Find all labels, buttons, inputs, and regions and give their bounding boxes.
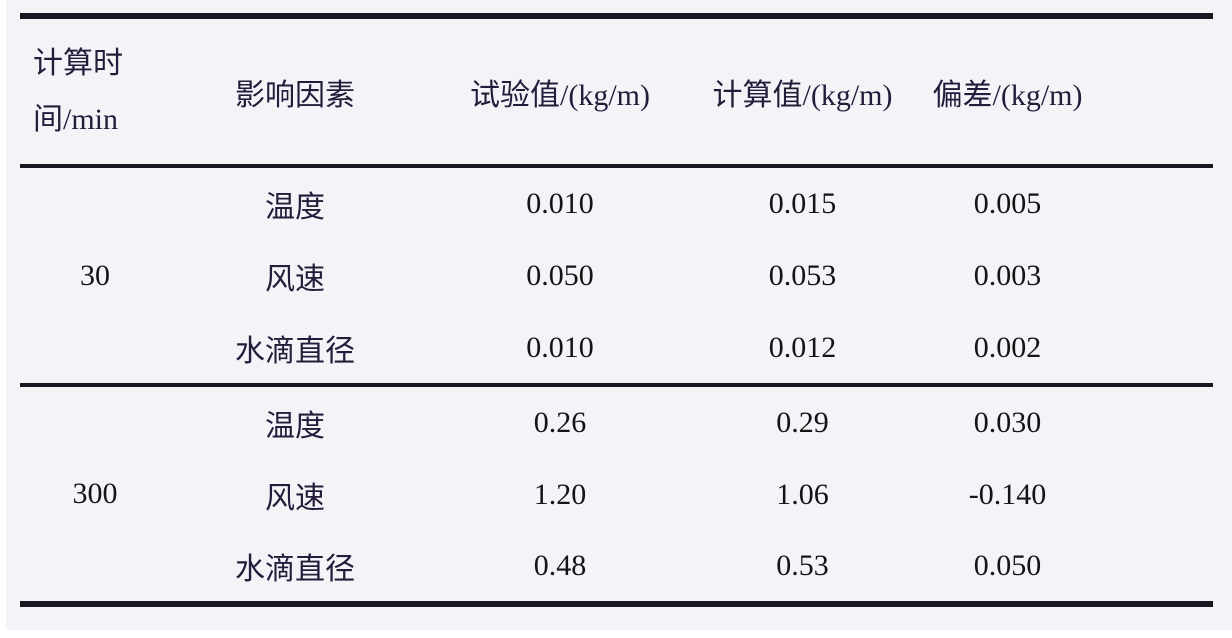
spacer-cell [1110, 458, 1213, 531]
test-value-cell: 0.48 [420, 531, 700, 607]
spacer-cell [1110, 531, 1213, 607]
spacer-cell [1110, 385, 1213, 458]
time-cell-30: 30 [20, 166, 170, 387]
test-value-cell: 0.010 [526, 186, 594, 220]
header-calculated-value: 计算值/(kg/m) [700, 16, 905, 168]
deviation-cell: 0.003 [973, 258, 1042, 292]
table-header-row: 计算时间/min 影响因素 试验值/(kg/m) 计算值/(kg/m) 偏差/(… [20, 16, 1213, 168]
factor-cell: 风速 [265, 262, 325, 296]
table-row: 300 温度 0.26 0.29 0.030 [20, 385, 1213, 607]
factor-cell: 水滴直径 [170, 531, 420, 607]
influence-factor-table: 计算时间/min 影响因素 试验值/(kg/m) 计算值/(kg/m) 偏差/(… [20, 13, 1213, 607]
header-influence-factor: 影响因素 [170, 16, 420, 168]
table-row: 风速 0.050 0.053 0.003 [20, 239, 1213, 312]
table-row: 风速 1.20 1.06 -0.140 [20, 458, 1213, 531]
deviation-cell: 0.002 [905, 312, 1110, 387]
calc-value-cell: 0.015 [768, 186, 837, 220]
table-row: 水滴直径 0.010 0.012 0.002 [20, 312, 1213, 387]
deviation-cell: 0.005 [973, 186, 1042, 220]
calc-value-cell: 1.06 [776, 477, 829, 511]
factor-cell: 风速 [265, 481, 325, 515]
spacer-cell [1110, 166, 1213, 239]
factor-cell: 温度 [265, 409, 325, 443]
factor-cell: 温度 [265, 190, 325, 224]
factor-cell: 水滴直径 [170, 312, 420, 387]
time-cell-300: 300 [20, 385, 170, 607]
test-value-cell: 1.20 [533, 477, 587, 511]
deviation-cell: -0.140 [968, 477, 1047, 511]
calc-value-cell: 0.29 [776, 405, 829, 439]
header-deviation: 偏差/(kg/m) [905, 16, 1110, 168]
test-value-cell: 0.050 [526, 258, 594, 292]
calc-value-cell: 0.012 [700, 312, 905, 387]
deviation-cell: 0.050 [905, 531, 1110, 607]
table-row: 水滴直径 0.48 0.53 0.050 [20, 531, 1213, 607]
test-value-cell: 0.26 [533, 405, 587, 439]
calc-value-cell: 0.053 [768, 258, 837, 292]
table-row: 30 温度 0.010 0.015 0.005 [20, 166, 1213, 387]
test-value-cell: 0.010 [420, 312, 700, 387]
header-test-value: 试验值/(kg/m) [420, 16, 700, 168]
calc-value-cell: 0.53 [700, 531, 905, 607]
page-background: 计算时间/min 影响因素 试验值/(kg/m) 计算值/(kg/m) 偏差/(… [6, 0, 1232, 630]
spacer-cell [1110, 312, 1213, 387]
deviation-cell: 0.030 [973, 405, 1042, 439]
header-computation-time: 计算时间/min [20, 16, 170, 168]
header-spacer [1110, 16, 1213, 168]
spacer-cell [1110, 239, 1213, 312]
